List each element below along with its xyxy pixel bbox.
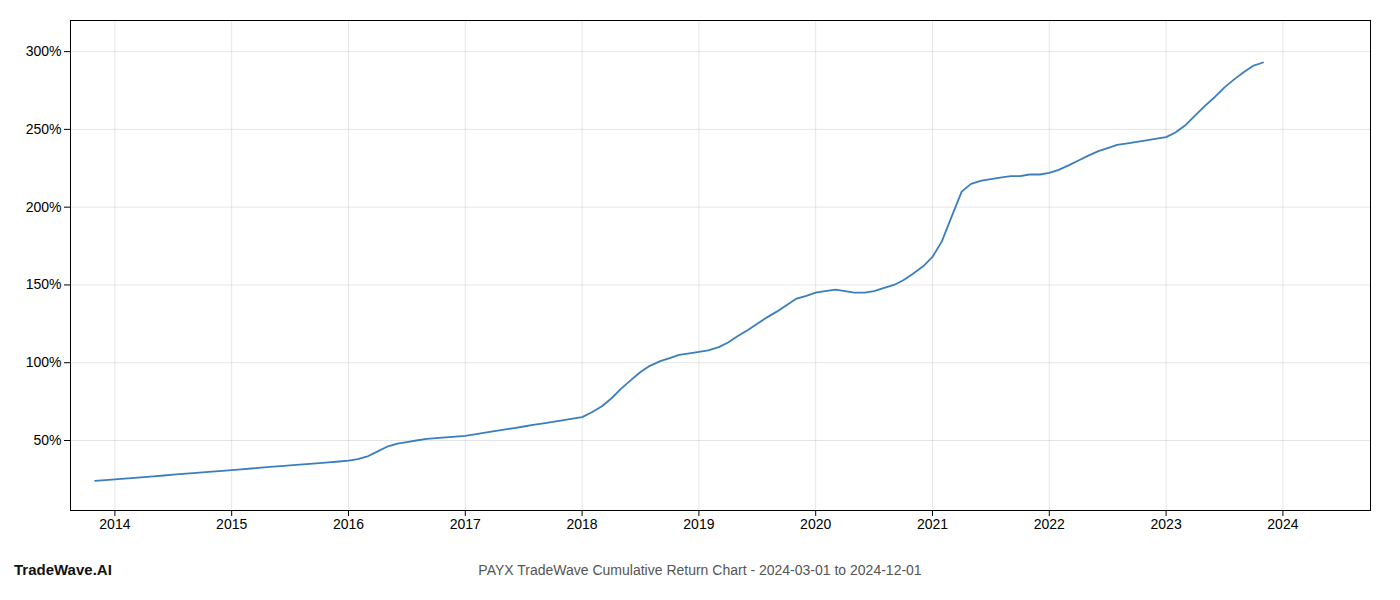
svg-text:2016: 2016 (333, 516, 364, 532)
svg-text:2024: 2024 (1267, 516, 1298, 532)
svg-text:250%: 250% (26, 121, 62, 137)
svg-text:2014: 2014 (99, 516, 130, 532)
svg-text:2018: 2018 (567, 516, 598, 532)
svg-text:2020: 2020 (800, 516, 831, 532)
svg-text:300%: 300% (26, 43, 62, 59)
svg-text:2019: 2019 (683, 516, 714, 532)
html-text:PAYX TradeWave Cumulative Retu: PAYX TradeWave Cumulative Return Chart -… (478, 562, 922, 578)
svg-text:50%: 50% (33, 432, 61, 448)
svg-text:200%: 200% (26, 199, 62, 215)
svg-text:100%: 100% (26, 354, 62, 370)
svg-text:2021: 2021 (917, 516, 948, 532)
svg-text:2015: 2015 (216, 516, 247, 532)
svg-text:150%: 150% (26, 276, 62, 292)
html-text:TradeWave.AI: TradeWave.AI (14, 561, 112, 578)
svg-text:2022: 2022 (1034, 516, 1065, 532)
svg-text:2017: 2017 (450, 516, 481, 532)
svg-text:2023: 2023 (1151, 516, 1182, 532)
